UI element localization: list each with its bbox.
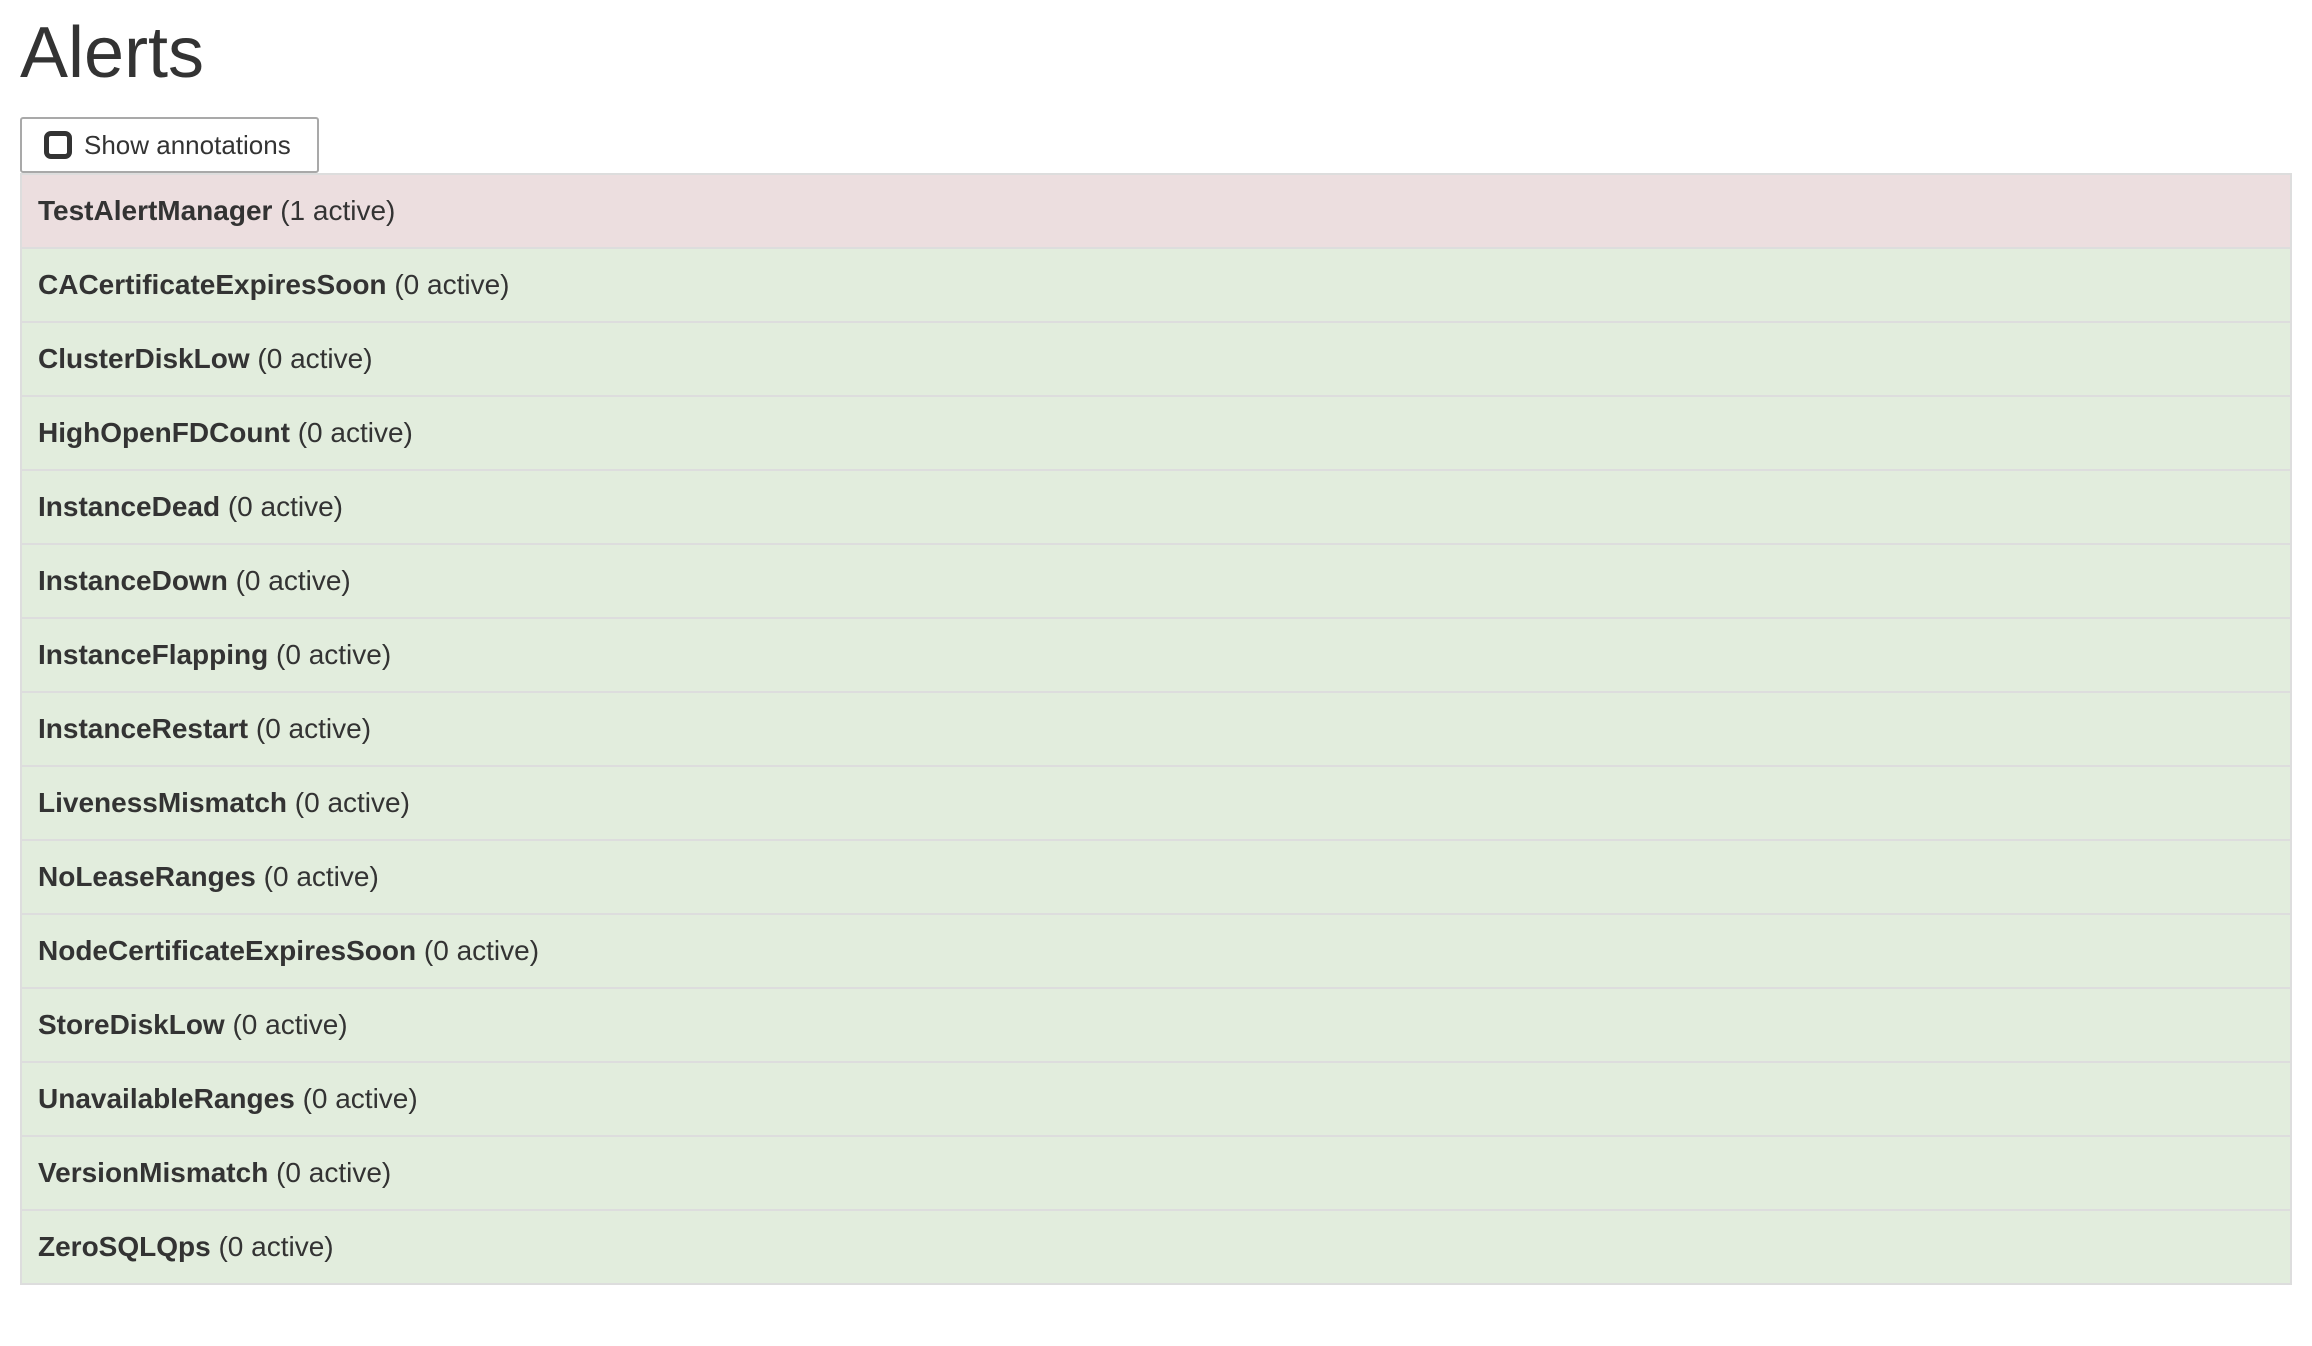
alert-row-cell[interactable]: TestAlertManager (1 active) [21, 174, 2291, 249]
alert-row[interactable]: ZeroSQLQps (0 active) [21, 1209, 2291, 1285]
alert-active-count: (0 active) [263, 861, 379, 893]
alert-row-cell[interactable]: VersionMismatch (0 active) [21, 1135, 2291, 1211]
alert-name: NoLeaseRanges [38, 861, 256, 893]
alert-row-cell[interactable]: ClusterDiskLow (0 active) [21, 321, 2291, 397]
alert-active-count: (0 active) [294, 787, 410, 819]
alert-row-cell[interactable]: InstanceDown (0 active) [21, 543, 2291, 619]
alert-name: NodeCertificateExpiresSoon [38, 935, 417, 967]
alert-row-cell[interactable]: CACertificateExpiresSoon (0 active) [21, 247, 2291, 323]
alert-name: CACertificateExpiresSoon [38, 269, 387, 301]
alert-name: InstanceRestart [38, 713, 249, 745]
alert-active-count: (0 active) [302, 1083, 418, 1115]
alert-active-count: (0 active) [232, 1009, 348, 1041]
alert-row[interactable]: InstanceDead (0 active) [21, 469, 2291, 545]
alert-name: UnavailableRanges [38, 1083, 295, 1115]
alert-active-count: (0 active) [255, 713, 372, 745]
alert-row[interactable]: HighOpenFDCount (0 active) [21, 395, 2291, 471]
alert-row-cell[interactable]: ZeroSQLQps (0 active) [21, 1209, 2291, 1285]
alert-name: InstanceFlapping [38, 639, 269, 671]
alert-name: InstanceDown [38, 565, 228, 597]
alert-name: ZeroSQLQps [38, 1231, 211, 1263]
page-title: Alerts [20, 13, 205, 93]
alert-row[interactable]: StoreDiskLow (0 active) [21, 987, 2291, 1063]
alert-active-count: (0 active) [276, 639, 392, 671]
alert-row-cell[interactable]: InstanceRestart (0 active) [21, 691, 2291, 767]
alert-active-count: (0 active) [257, 343, 373, 375]
alert-row[interactable]: InstanceDown (0 active) [21, 543, 2291, 619]
alert-active-count: (0 active) [235, 565, 351, 597]
alerts-table: TestAlertManager (1 active) CACertificate… [20, 173, 2292, 1286]
alert-row-cell[interactable]: StoreDiskLow (0 active) [21, 987, 2291, 1063]
alert-name: HighOpenFDCount [38, 417, 290, 449]
alert-name: InstanceDead [38, 491, 221, 523]
alert-active-count: (0 active) [227, 491, 344, 523]
alert-row[interactable]: CACertificateExpiresSoon (0 active) [21, 247, 2291, 323]
alert-row[interactable]: UnavailableRanges (0 active) [21, 1061, 2291, 1137]
alert-row-cell[interactable]: HighOpenFDCount (0 active) [21, 395, 2291, 471]
alert-active-count: (0 active) [218, 1231, 334, 1263]
alert-name: TestAlertManager [38, 195, 273, 227]
alert-row-cell[interactable]: UnavailableRanges (0 active) [21, 1061, 2291, 1137]
alert-row[interactable]: LivenessMismatch (0 active) [21, 765, 2291, 841]
alert-row[interactable]: InstanceFlapping (0 active) [21, 617, 2291, 693]
alert-row-cell[interactable]: NodeCertificateExpiresSoon (0 active) [21, 913, 2291, 989]
show-annotations-button[interactable]: Show annotations [20, 117, 319, 174]
alert-row-cell[interactable]: NoLeaseRanges (0 active) [21, 839, 2291, 915]
alert-active-count: (0 active) [423, 935, 540, 967]
checkbox-unchecked-icon[interactable] [44, 131, 72, 160]
alert-row[interactable]: NodeCertificateExpiresSoon (0 active) [21, 913, 2291, 989]
alert-row[interactable]: ClusterDiskLow (0 active) [21, 321, 2291, 397]
alert-active-count: (0 active) [394, 269, 510, 301]
alert-row[interactable]: InstanceRestart (0 active) [21, 691, 2291, 767]
alerts-page: Alerts Show annotations TestAlertManager… [0, 13, 2312, 1286]
alert-row[interactable]: VersionMismatch (0 active) [21, 1135, 2291, 1211]
alert-active-count: (0 active) [297, 417, 413, 449]
alert-name: LivenessMismatch [38, 787, 287, 819]
alert-row-cell[interactable]: LivenessMismatch (0 active) [21, 765, 2291, 841]
alert-row-cell[interactable]: InstanceFlapping (0 active) [21, 617, 2291, 693]
alert-row-cell[interactable]: InstanceDead (0 active) [21, 469, 2291, 545]
alert-name: StoreDiskLow [38, 1009, 225, 1041]
alert-active-count: (1 active) [280, 195, 396, 227]
show-annotations-label: Show annotations [84, 130, 291, 161]
alert-row[interactable]: TestAlertManager (1 active) [21, 174, 2291, 249]
alert-row[interactable]: NoLeaseRanges (0 active) [21, 839, 2291, 915]
alert-name: ClusterDiskLow [38, 343, 250, 375]
alert-active-count: (0 active) [276, 1157, 392, 1189]
alert-name: VersionMismatch [38, 1157, 269, 1189]
